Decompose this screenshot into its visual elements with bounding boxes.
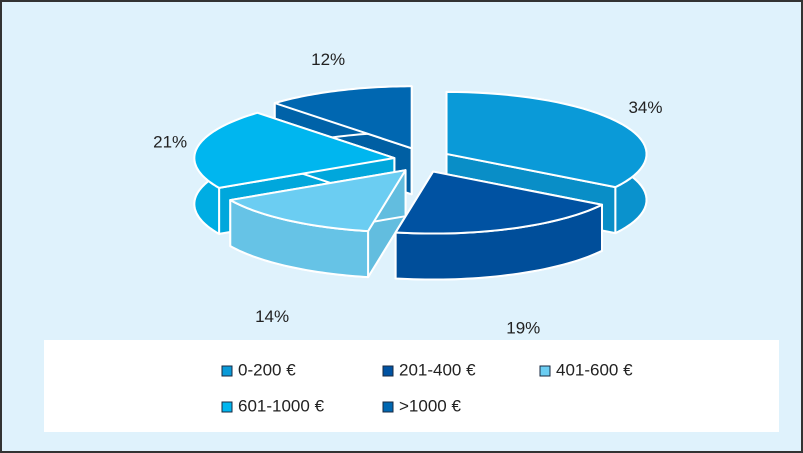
legend-label: >1000 € bbox=[399, 396, 461, 415]
legend-swatch bbox=[221, 401, 233, 413]
data-label: 21% bbox=[153, 133, 187, 152]
legend-swatch bbox=[539, 365, 551, 377]
legend-label: 0-200 € bbox=[238, 360, 296, 379]
legend-label: 201-400 € bbox=[399, 360, 476, 379]
slice-top bbox=[273, 85, 413, 150]
legend-box bbox=[44, 340, 779, 432]
legend-swatch bbox=[221, 365, 233, 377]
data-label: 14% bbox=[255, 307, 289, 326]
legend-label: 601-1000 € bbox=[238, 396, 325, 415]
pie-slice bbox=[394, 170, 603, 281]
slice-top bbox=[193, 111, 396, 189]
slice-top bbox=[394, 170, 603, 235]
slice-top bbox=[445, 90, 648, 189]
slice-top bbox=[229, 169, 407, 233]
legend-swatch bbox=[382, 401, 394, 413]
legend-label: 401-600 € bbox=[556, 360, 633, 379]
legend-swatch bbox=[382, 365, 394, 377]
data-label: 12% bbox=[311, 50, 345, 69]
data-label: 19% bbox=[506, 319, 540, 338]
data-label: 34% bbox=[628, 98, 662, 117]
pie-slice bbox=[229, 169, 407, 279]
